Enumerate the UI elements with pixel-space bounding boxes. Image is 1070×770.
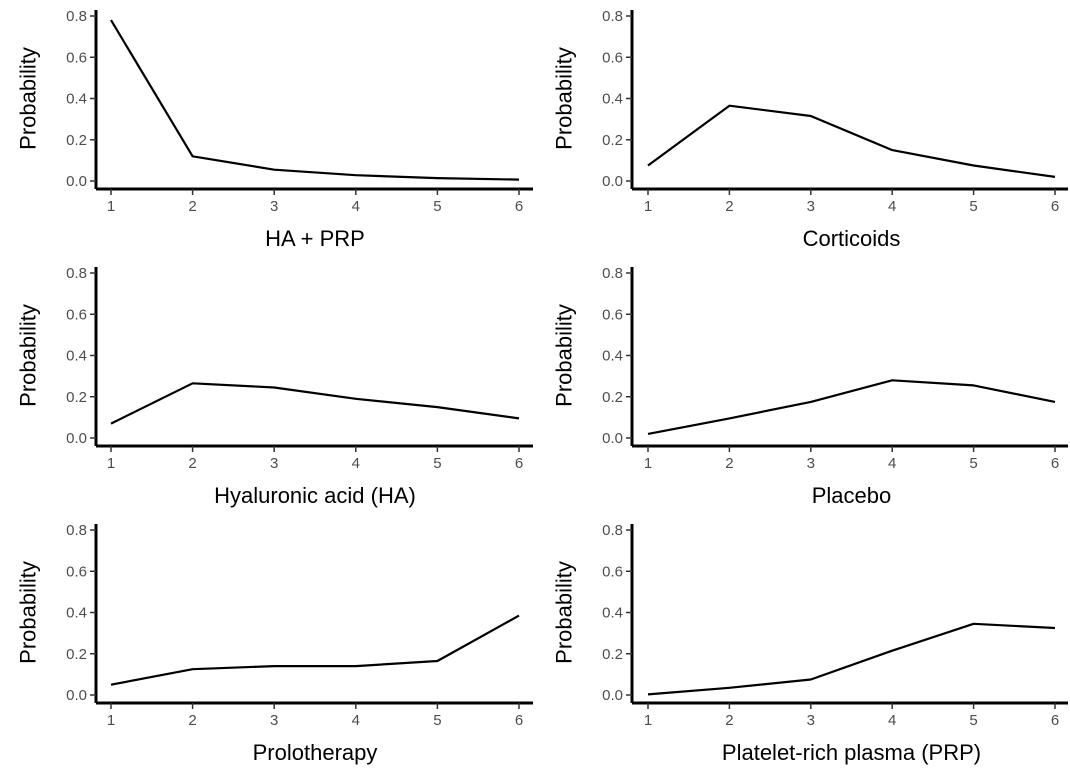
y-tick-label: 0.2 — [66, 389, 87, 406]
panel-corticoids: Corticoids Probability 0.0 0.2 0.4 0.6 0.8 1 2… — [535, 0, 1070, 257]
y-tick-label: 0.6 — [602, 563, 623, 580]
x-tick-label: 5 — [969, 198, 977, 215]
series-line — [110, 382, 520, 425]
x-tick-label: 4 — [888, 198, 896, 215]
y-tick-label: 0.2 — [66, 646, 87, 663]
y-axis-title: Probability — [552, 304, 577, 407]
y-tick-label: 0.2 — [602, 646, 623, 663]
y-tick-label: 0.6 — [602, 306, 623, 323]
x-tick-label: 1 — [644, 198, 652, 215]
series-line — [647, 104, 1056, 178]
y-tick-label: 0.8 — [602, 522, 623, 539]
series-line — [647, 622, 1056, 696]
x-tick-label: 2 — [725, 455, 733, 472]
x-tick-label: 5 — [433, 455, 441, 472]
x-tick-label: 6 — [1051, 198, 1059, 215]
y-tick-label: 0.6 — [66, 563, 87, 580]
y-tick-label: 0.0 — [602, 687, 623, 704]
x-axis-title: Corticoids — [803, 226, 901, 251]
y-tick-label: 0.4 — [66, 91, 87, 108]
x-tick-label: 6 — [1051, 712, 1059, 729]
chart-ha-prp: HA + PRP Probability 0.0 0.2 0.4 0.6 0.8 1 2 3 4… — [16, 8, 533, 251]
x-tick-label: 3 — [807, 198, 815, 215]
series-line — [110, 19, 520, 181]
chart-prolotherapy: Prolotherapy Probability 0.0 0.2 0.4 0.6 0.8… — [16, 522, 533, 765]
x-tick-label: 6 — [515, 455, 523, 472]
y-axis-title: Probability — [16, 47, 41, 150]
x-tick-label: 3 — [807, 455, 815, 472]
x-tick-label: 4 — [352, 198, 360, 215]
y-tick-label: 0.8 — [66, 8, 87, 25]
x-tick-label: 5 — [433, 198, 441, 215]
x-tick-label: 5 — [433, 712, 441, 729]
panel-placebo: Placebo Probability 0.0 0.2 0.4 0.6 0.8 1 2 3 4 5… — [535, 257, 1070, 514]
series-line — [647, 379, 1056, 435]
x-tick-label: 1 — [644, 455, 652, 472]
x-tick-label: 3 — [270, 712, 278, 729]
y-tick-label: 0.2 — [66, 132, 87, 149]
series-line — [110, 614, 520, 686]
x-tick-label: 3 — [270, 455, 278, 472]
x-tick-label: 2 — [188, 455, 196, 472]
x-axis-title: Platelet-rich plasma (PRP) — [722, 740, 981, 765]
x-tick-label: 3 — [270, 198, 278, 215]
y-tick-label: 0.2 — [602, 389, 623, 406]
y-tick-label: 0.4 — [66, 348, 87, 365]
y-tick-label: 0.0 — [66, 687, 87, 704]
y-tick-label: 0.6 — [66, 49, 87, 66]
y-axis-title: Probability — [552, 47, 577, 150]
y-tick-label: 0.2 — [602, 132, 623, 149]
chart-corticoids: Corticoids Probability 0.0 0.2 0.4 0.6 0.8 1 2… — [552, 8, 1068, 251]
y-tick-label: 0.4 — [602, 605, 623, 622]
y-tick-label: 0.4 — [602, 91, 623, 108]
y-tick-label: 0.6 — [66, 306, 87, 323]
x-tick-label: 6 — [1051, 455, 1059, 472]
chart-prp: Platelet-rich plasma (PRP) Probability 0… — [552, 522, 1068, 765]
panel-prp: Platelet-rich plasma (PRP) Probability 0… — [535, 514, 1070, 770]
y-tick-label: 0.6 — [602, 49, 623, 66]
x-tick-label: 2 — [188, 198, 196, 215]
y-tick-label: 0.8 — [602, 265, 623, 282]
x-tick-label: 1 — [107, 455, 115, 472]
y-axis-title: Probability — [552, 561, 577, 664]
x-tick-label: 5 — [969, 712, 977, 729]
y-tick-label: 0.0 — [602, 430, 623, 447]
x-tick-label: 4 — [888, 455, 896, 472]
x-tick-label: 4 — [352, 712, 360, 729]
y-tick-label: 0.0 — [66, 173, 87, 190]
chart-placebo: Placebo Probability 0.0 0.2 0.4 0.6 0.8 1 2 3 4 5… — [552, 265, 1068, 508]
y-tick-label: 0.0 — [602, 173, 623, 190]
x-tick-label: 2 — [725, 712, 733, 729]
x-tick-label: 3 — [807, 712, 815, 729]
x-tick-label: 4 — [352, 455, 360, 472]
y-tick-label: 0.4 — [602, 348, 623, 365]
chart-hyaluronic-acid: Hyaluronic acid (HA) Probability 0.0 0.2 0… — [16, 265, 533, 508]
panel-hyaluronic-acid: Hyaluronic acid (HA) Probability 0.0 0.2 0… — [0, 257, 535, 514]
y-tick-label: 0.8 — [66, 265, 87, 282]
y-axis-title: Probability — [16, 561, 41, 664]
x-tick-label: 6 — [515, 712, 523, 729]
x-tick-label: 1 — [107, 712, 115, 729]
x-tick-label: 2 — [188, 712, 196, 729]
x-tick-label: 5 — [969, 455, 977, 472]
panel-ha-prp: HA + PRP Probability 0.0 0.2 0.4 0.6 0.8 1 2 3 4… — [0, 0, 535, 257]
x-axis-title: Prolotherapy — [253, 740, 378, 765]
x-axis-title: Placebo — [812, 483, 892, 508]
y-tick-label: 0.0 — [66, 430, 87, 447]
y-axis-title: Probability — [16, 304, 41, 407]
y-tick-label: 0.8 — [66, 522, 87, 539]
x-axis-title: Hyaluronic acid (HA) — [214, 483, 416, 508]
x-tick-label: 6 — [515, 198, 523, 215]
x-tick-label: 4 — [888, 712, 896, 729]
x-tick-label: 1 — [644, 712, 652, 729]
panel-prolotherapy: Prolotherapy Probability 0.0 0.2 0.4 0.6 0.8… — [0, 514, 535, 770]
x-tick-label: 1 — [107, 198, 115, 215]
y-tick-label: 0.8 — [602, 8, 623, 25]
x-axis-title: HA + PRP — [265, 226, 365, 251]
y-tick-label: 0.4 — [66, 605, 87, 622]
x-tick-label: 2 — [725, 198, 733, 215]
